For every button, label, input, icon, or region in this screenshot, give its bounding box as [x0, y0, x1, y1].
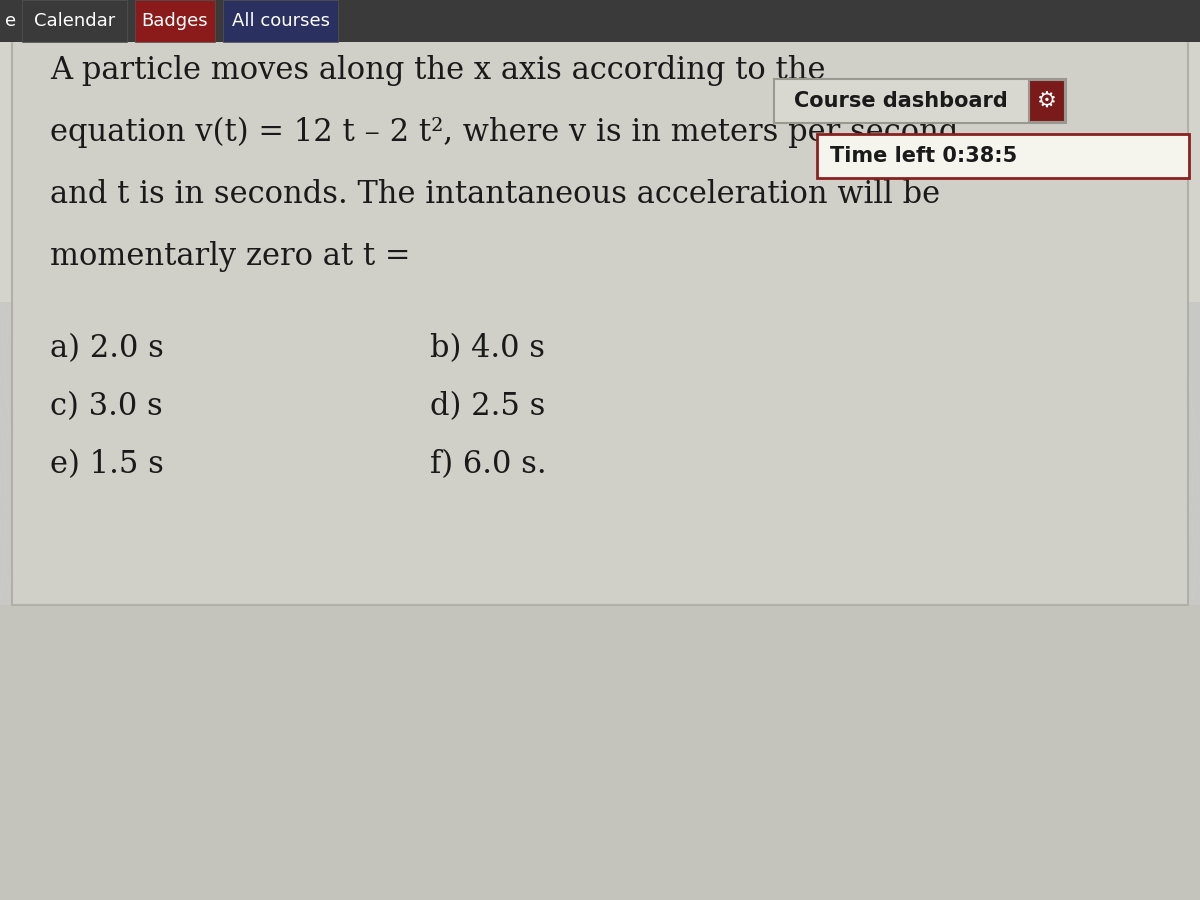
Text: a) 2.0 s: a) 2.0 s: [50, 333, 164, 364]
Text: Time left 0:38:5: Time left 0:38:5: [830, 146, 1018, 166]
Text: c) 3.0 s: c) 3.0 s: [50, 391, 163, 422]
FancyBboxPatch shape: [22, 0, 127, 42]
FancyBboxPatch shape: [0, 605, 1200, 900]
Text: b) 4.0 s: b) 4.0 s: [430, 333, 545, 364]
Text: Calendar: Calendar: [34, 12, 115, 30]
Text: ⚙: ⚙: [1037, 91, 1057, 111]
FancyBboxPatch shape: [1030, 80, 1066, 122]
Text: d) 2.5 s: d) 2.5 s: [430, 391, 545, 422]
Text: and t is in seconds. The intantaneous acceleration will be: and t is in seconds. The intantaneous ac…: [50, 179, 940, 210]
FancyBboxPatch shape: [774, 79, 1066, 123]
Text: equation v(t) = 12 t – 2 t², where v is in meters per second: equation v(t) = 12 t – 2 t², where v is …: [50, 117, 959, 148]
FancyBboxPatch shape: [0, 42, 1200, 302]
FancyBboxPatch shape: [0, 0, 1200, 42]
Text: A particle moves along the x axis according to the: A particle moves along the x axis accord…: [50, 55, 826, 86]
Text: Badges: Badges: [142, 12, 209, 30]
Text: e) 1.5 s: e) 1.5 s: [50, 449, 164, 480]
Text: momentarly zero at t =: momentarly zero at t =: [50, 241, 410, 272]
FancyBboxPatch shape: [223, 0, 338, 42]
Text: f) 6.0 s.: f) 6.0 s.: [430, 449, 547, 480]
FancyBboxPatch shape: [817, 134, 1189, 178]
Text: All courses: All courses: [232, 12, 330, 30]
Text: e: e: [5, 12, 16, 30]
Text: Course dashboard: Course dashboard: [794, 91, 1008, 111]
FancyBboxPatch shape: [12, 15, 1188, 605]
FancyBboxPatch shape: [134, 0, 215, 42]
